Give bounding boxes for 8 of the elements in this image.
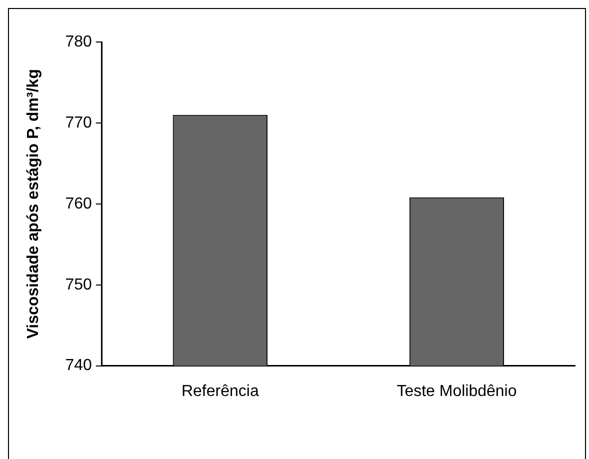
y-tick-label: 780 — [65, 33, 92, 50]
x-tick-label: Referência — [181, 382, 259, 400]
y-tick-label: 740 — [65, 357, 92, 374]
y-tick-label: 750 — [65, 276, 92, 294]
x-tick-label: Teste Molibdênio — [396, 382, 517, 400]
y-tick-label: 770 — [65, 114, 92, 132]
y-tick-label: 760 — [65, 195, 92, 212]
y-axis-title: Viscosidade após estágio P, dm³/kg — [25, 69, 42, 339]
